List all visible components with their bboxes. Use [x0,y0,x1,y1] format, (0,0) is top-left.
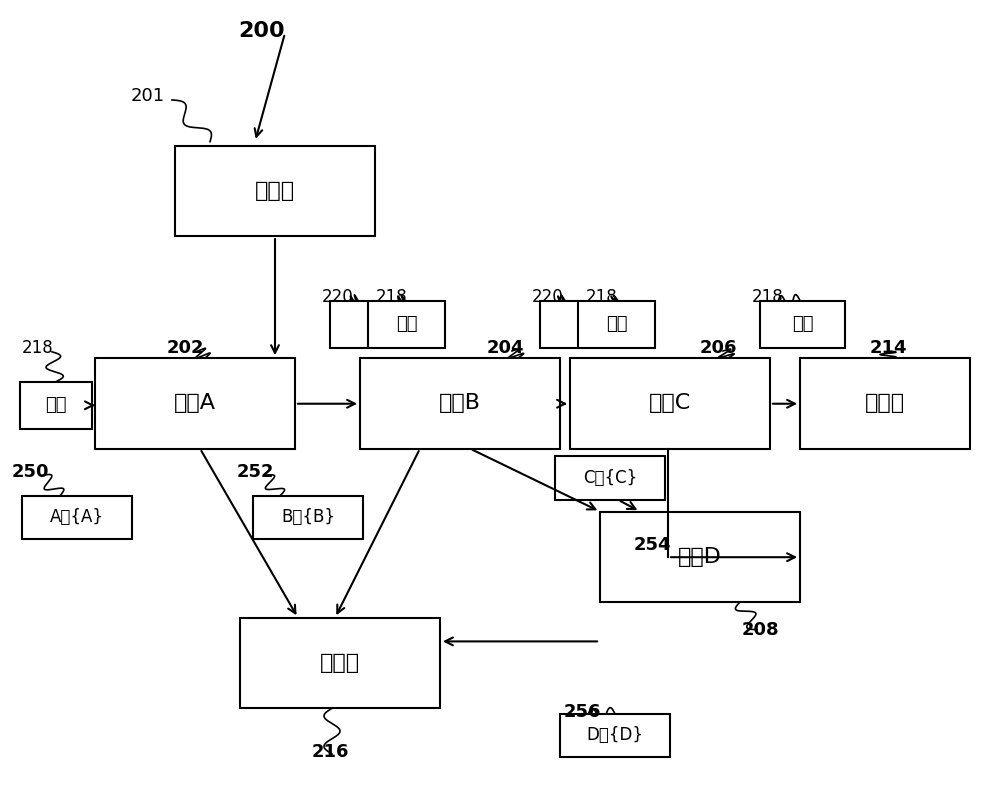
Text: 256: 256 [563,704,601,721]
Text: 报文: 报文 [396,316,417,333]
Bar [555,456,665,500]
Bar [22,496,132,539]
Text: 节点C: 节点C [649,394,691,413]
Text: 218: 218 [22,339,54,357]
Text: D，{D}: D，{D} [587,726,644,745]
Bar [560,714,670,757]
Bar [330,301,445,348]
Text: 216: 216 [311,743,349,760]
Text: 206: 206 [699,339,737,357]
Text: 204: 204 [486,339,524,357]
Text: 252: 252 [236,464,274,481]
Text: 254: 254 [633,536,671,553]
Text: 218: 218 [376,289,408,306]
Text: C，{C}: C，{C} [583,469,637,487]
Bar [253,496,363,539]
Text: 218: 218 [752,289,784,306]
Bar [95,358,295,449]
Text: 202: 202 [166,339,204,357]
Bar [600,512,800,602]
Text: 220: 220 [322,289,354,306]
Bar [240,618,440,708]
Text: 节点A: 节点A [174,394,216,413]
Text: 220: 220 [532,289,564,306]
Bar [175,146,375,236]
Text: 节点D: 节点D [678,547,722,567]
Text: B，{B}: B，{B} [281,508,335,527]
Bar [570,358,770,449]
Bar [760,301,845,348]
Text: 报文: 报文 [45,397,67,414]
Bar [360,358,560,449]
Text: 200: 200 [239,21,285,42]
Text: 控制器: 控制器 [255,181,295,201]
Text: 节点B: 节点B [439,394,481,413]
Text: 214: 214 [869,339,907,357]
Bar [800,358,970,449]
Text: 报文: 报文 [606,316,627,333]
Text: 目的地: 目的地 [865,394,905,413]
Text: 208: 208 [741,621,779,638]
Text: 收集器: 收集器 [320,653,360,673]
Text: 201: 201 [131,87,165,105]
Text: A，{A}: A，{A} [50,508,104,527]
Text: 218: 218 [586,289,618,306]
Text: 250: 250 [11,464,49,481]
Bar [540,301,655,348]
Bar [20,382,92,429]
Text: 报文: 报文 [792,316,813,333]
